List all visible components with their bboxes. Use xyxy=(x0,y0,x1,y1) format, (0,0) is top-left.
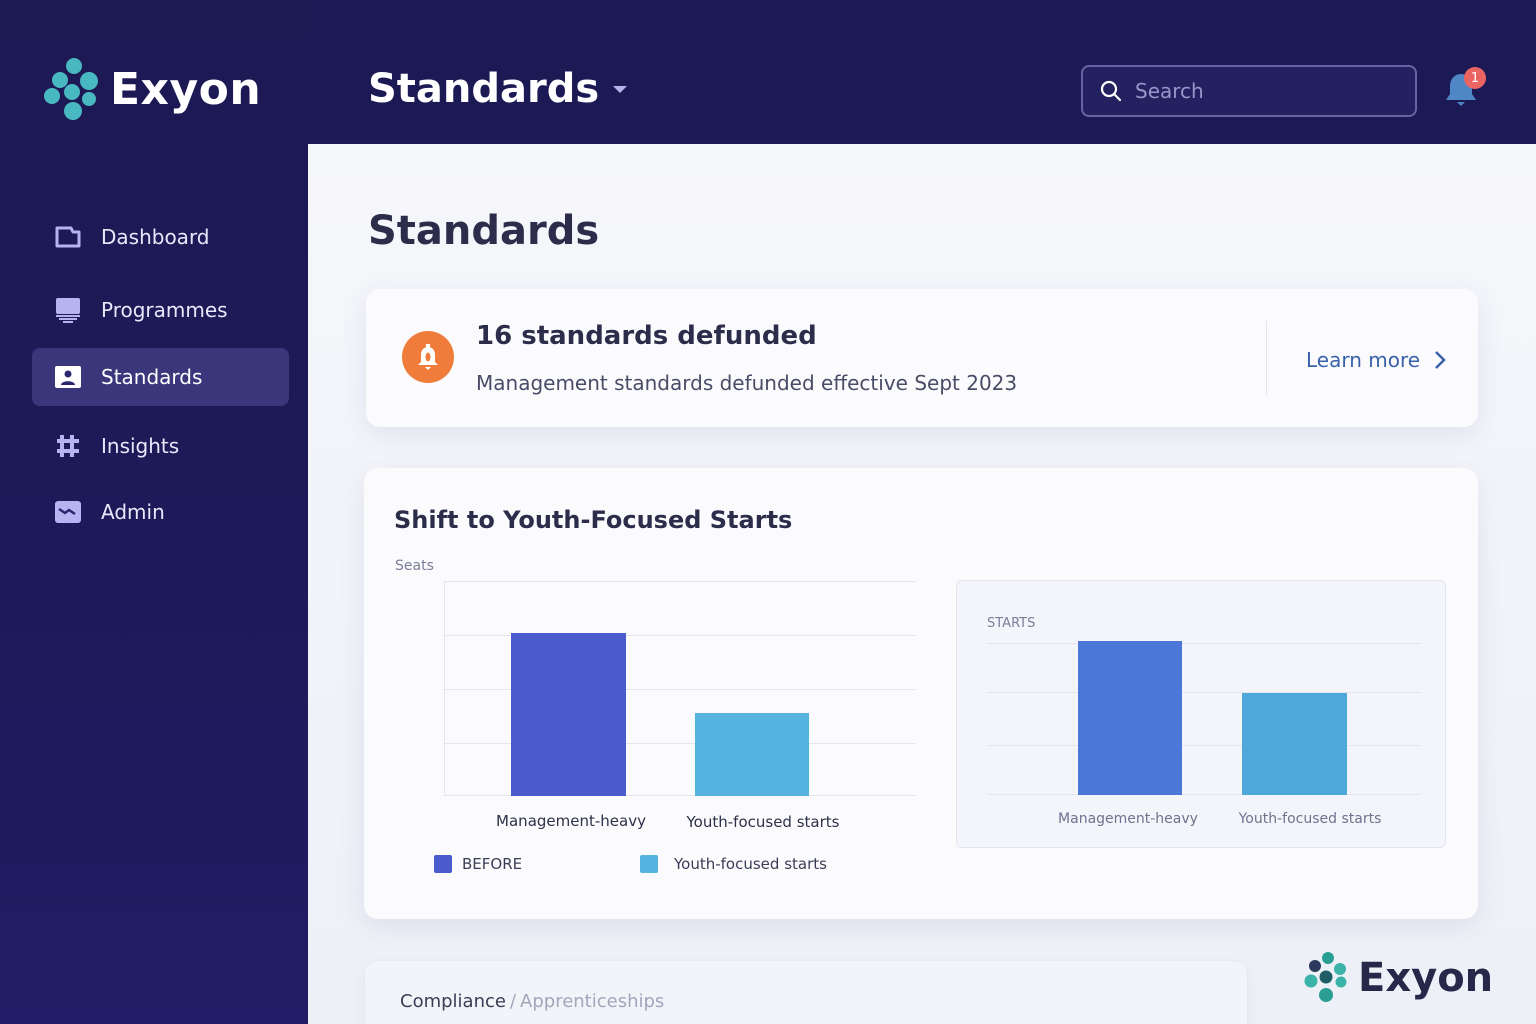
dashboard-icon xyxy=(54,224,82,250)
legend-swatch xyxy=(434,855,452,873)
breadcrumb-compliance[interactable]: Compliance xyxy=(400,991,506,1012)
brand-name: Exyon xyxy=(110,63,262,115)
sidebar-item-label: Admin xyxy=(101,500,165,524)
chart-title: Shift to Youth-Focused Starts xyxy=(394,506,793,534)
youth-shift-chart-card: Shift to Youth-Focused Starts Seats Mana… xyxy=(364,468,1478,919)
gridline xyxy=(444,743,916,744)
bar-youth-focused[interactable] xyxy=(1242,693,1347,795)
bar-management-heavy[interactable] xyxy=(511,632,626,796)
legend-swatch xyxy=(640,855,658,873)
top-bar: Standards 1 xyxy=(308,0,1536,144)
legend-item-youth[interactable]: Youth-focused starts xyxy=(640,855,827,873)
x-tick-label: Management-heavy xyxy=(1058,811,1198,827)
baseline xyxy=(987,794,1421,795)
insights-icon xyxy=(54,433,82,459)
page-title: Standards xyxy=(368,208,600,254)
main-content: Standards 16 standards defunded Manageme… xyxy=(308,144,1536,1024)
notification-badge: 1 xyxy=(1464,67,1486,89)
x-tick-label: Management-heavy xyxy=(496,812,646,830)
breadcrumb-separator: / xyxy=(509,991,517,1012)
sidebar-item-insights[interactable]: Insights xyxy=(32,417,289,475)
bar-youth-focused[interactable] xyxy=(695,713,809,796)
starts-chart-panel: STARTS Management-heavy Youth-focused st… xyxy=(956,580,1446,848)
breadcrumb-apprenticeships[interactable]: Apprenticeships xyxy=(520,991,665,1012)
notifications-button[interactable]: 1 xyxy=(1444,67,1488,114)
logo-mark-icon xyxy=(44,58,100,120)
sidebar-item-label: Dashboard xyxy=(101,225,210,249)
sidebar-item-programmes[interactable]: Programmes xyxy=(32,281,289,339)
baseline xyxy=(444,795,916,796)
sidebar-item-standards[interactable]: Standards xyxy=(32,348,289,406)
y-axis-label: STARTS xyxy=(987,616,1036,631)
gridline xyxy=(444,581,916,582)
programmes-icon xyxy=(54,297,82,323)
footer-brand-logo: Exyon xyxy=(1304,952,1493,1004)
search-input[interactable] xyxy=(1135,79,1395,103)
sidebar: Exyon Dashboard Programmes Standards Ins… xyxy=(0,0,308,1024)
legend-label: Youth-focused starts xyxy=(674,855,827,873)
legend-item-before[interactable]: BEFORE xyxy=(434,855,522,873)
gridline xyxy=(987,745,1421,746)
y-axis xyxy=(444,581,445,796)
alert-subtitle: Management standards defunded effective … xyxy=(476,371,1018,395)
x-tick-label: Youth-focused starts xyxy=(686,813,840,831)
breadcrumb: Compliance / Apprenticeships xyxy=(400,991,664,1012)
breadcrumb-card: Compliance / Apprenticeships xyxy=(364,960,1248,1024)
seats-bar-chart xyxy=(444,581,916,796)
page-selector-dropdown[interactable]: Standards xyxy=(368,66,628,112)
sidebar-item-label: Standards xyxy=(101,365,203,389)
sidebar-item-label: Programmes xyxy=(101,298,228,322)
page-selector-label: Standards xyxy=(368,66,600,112)
x-tick-label: Youth-focused starts xyxy=(1238,811,1382,827)
sidebar-item-admin[interactable]: Admin xyxy=(32,483,289,541)
logo-mark-icon xyxy=(1304,952,1347,1002)
sidebar-item-dashboard[interactable]: Dashboard xyxy=(32,208,289,266)
bar-management-heavy[interactable] xyxy=(1078,641,1182,795)
gridline xyxy=(987,692,1421,693)
admin-icon xyxy=(54,499,82,525)
alert-bell-icon xyxy=(402,331,454,383)
search-icon xyxy=(1100,80,1122,102)
y-axis-label: Seats xyxy=(395,558,434,574)
learn-more-link[interactable]: Learn more xyxy=(1306,348,1446,372)
standards-icon xyxy=(54,364,82,390)
defunded-alert-card: 16 standards defunded Management standar… xyxy=(366,289,1478,427)
alert-title: 16 standards defunded xyxy=(476,321,817,351)
brand-name: Exyon xyxy=(1358,955,1494,1001)
chevron-down-icon xyxy=(613,85,628,93)
gridline xyxy=(444,689,916,690)
chevron-right-icon xyxy=(1435,351,1446,369)
brand-logo[interactable]: Exyon xyxy=(44,58,261,120)
search-box[interactable] xyxy=(1081,65,1417,117)
learn-more-label: Learn more xyxy=(1306,348,1421,372)
divider xyxy=(1266,321,1267,395)
legend-label: BEFORE xyxy=(462,855,523,873)
gridline xyxy=(987,643,1421,644)
sidebar-item-label: Insights xyxy=(101,434,180,458)
gridline xyxy=(444,635,916,636)
starts-bar-chart xyxy=(987,641,1421,795)
